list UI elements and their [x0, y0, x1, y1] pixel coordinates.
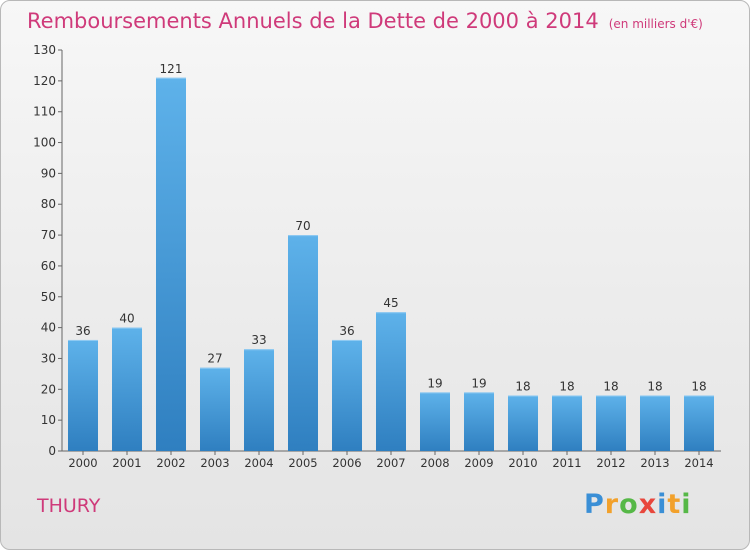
bar-2010 [508, 395, 538, 451]
chart-title: Remboursements Annuels de la Dette de 20… [27, 9, 703, 33]
bar-2008 [420, 392, 450, 451]
axes: 0 10 20 30 40 50 60 70 80 90 100 110 120 130 2000 2001 2… [33, 43, 721, 470]
proxiti-logo: Proxiti [584, 489, 692, 520]
data-label-2009: 19 [471, 376, 486, 390]
y-tick-label: 120 [33, 74, 56, 88]
x-tick-label-2012: 2012 [596, 456, 625, 470]
data-label-2003: 27 [207, 352, 222, 366]
bar-2005 [288, 235, 318, 451]
bar-2001 [112, 327, 142, 451]
data-label-2001: 40 [119, 312, 134, 326]
bar-2000 [68, 339, 98, 451]
data-label-2008: 19 [427, 376, 442, 390]
y-tick-label: 10 [41, 413, 56, 427]
data-label-2002: 121 [160, 62, 183, 76]
logo-letter: x [638, 489, 658, 520]
x-tick-label-2000: 2000 [68, 456, 97, 470]
x-tick-label-2013: 2013 [640, 456, 669, 470]
unit-note: (en milliers d'€) [608, 17, 703, 31]
y-tick-label: 80 [41, 197, 56, 211]
bar-2006 [332, 339, 362, 451]
y-tick-label: 130 [33, 43, 56, 57]
x-tick-label-2003: 2003 [200, 456, 229, 470]
y-tick-label: 100 [33, 136, 56, 150]
logo-letter: i [657, 489, 668, 520]
logo-letter: i [681, 489, 692, 520]
y-tick-label: 110 [33, 105, 56, 119]
place-name: THURY [37, 495, 101, 517]
y-tick-label: 30 [41, 351, 56, 365]
data-label-2012: 18 [603, 379, 618, 393]
logo-letter: t [667, 489, 682, 520]
bar-2013 [640, 395, 670, 451]
x-tick-label-2008: 2008 [420, 456, 449, 470]
bar-2007 [376, 312, 406, 451]
data-label-2006: 36 [339, 324, 354, 338]
x-tick-label-2001: 2001 [112, 456, 141, 470]
chart-title-text: Remboursements Annuels de la Dette de 20… [27, 9, 599, 33]
y-tick-label: 20 [41, 382, 56, 396]
bar-2002 [156, 77, 186, 451]
data-label-2014: 18 [691, 379, 706, 393]
data-label-2007: 45 [383, 296, 398, 310]
bar-2003 [200, 367, 230, 451]
y-tick-label: 90 [41, 166, 56, 180]
y-tick-label: 40 [41, 321, 56, 335]
logo-letter: o [619, 489, 639, 520]
y-tick-label: 0 [48, 444, 56, 458]
bar-2011 [552, 395, 582, 451]
bar-2012 [596, 395, 626, 451]
logo-letter: P [584, 489, 605, 520]
x-tick-label-2014: 2014 [684, 456, 713, 470]
x-tick-label-2002: 2002 [156, 456, 185, 470]
bar-2004 [244, 349, 274, 451]
y-tick-label: 60 [41, 259, 56, 273]
x-tick-label-2010: 2010 [508, 456, 537, 470]
data-label-2010: 18 [515, 379, 530, 393]
x-tick-label-2009: 2009 [464, 456, 493, 470]
bar-2009 [464, 392, 494, 451]
bars: 36 40 121 27 33 70 36 45 19 19 18 18 18 18 18 [68, 62, 714, 451]
data-label-2011: 18 [559, 379, 574, 393]
x-tick-label-2004: 2004 [244, 456, 273, 470]
data-label-2005: 70 [295, 219, 310, 233]
x-tick-label-2005: 2005 [288, 456, 317, 470]
data-label-2013: 18 [647, 379, 662, 393]
y-tick-label: 70 [41, 228, 56, 242]
logo-letter: r [604, 489, 620, 520]
x-tick-label-2006: 2006 [332, 456, 361, 470]
y-tick-label: 50 [41, 290, 56, 304]
data-label-2000: 36 [75, 324, 90, 338]
x-tick-label-2007: 2007 [376, 456, 405, 470]
x-tick-label-2011: 2011 [552, 456, 581, 470]
bar-2014 [684, 395, 714, 451]
data-label-2004: 33 [251, 333, 266, 347]
